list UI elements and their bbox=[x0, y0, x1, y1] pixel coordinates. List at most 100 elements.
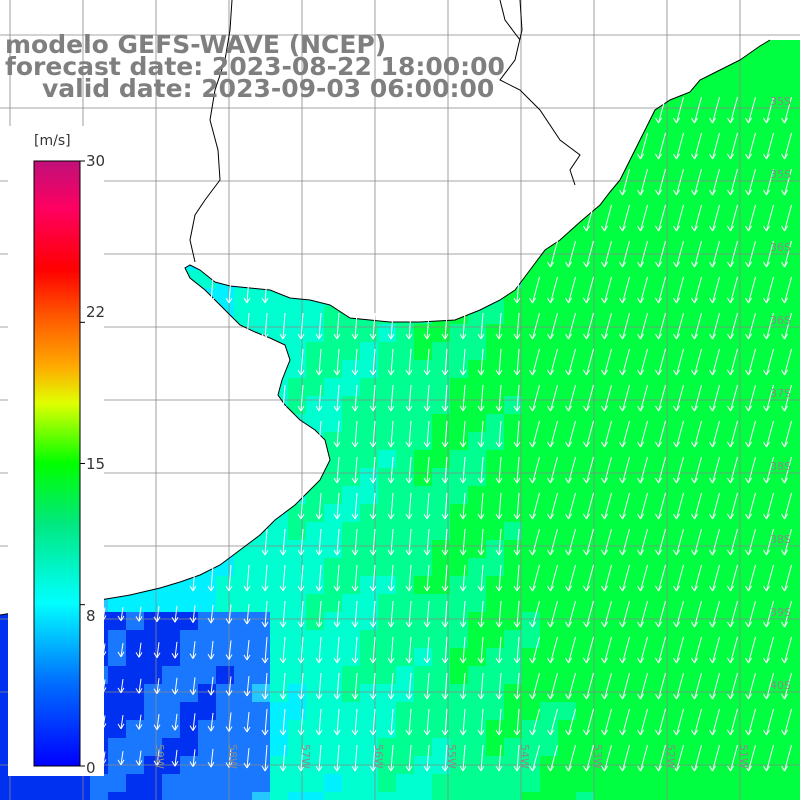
field-cell bbox=[684, 378, 702, 396]
field-cell bbox=[702, 144, 720, 162]
field-cell bbox=[468, 396, 486, 414]
field-cell bbox=[612, 216, 630, 234]
colorbar-gradient bbox=[33, 160, 81, 767]
field-cell bbox=[288, 594, 306, 612]
field-cell bbox=[396, 792, 414, 800]
wind-arrow bbox=[135, 606, 143, 622]
field-cell bbox=[738, 126, 756, 144]
field-cell bbox=[522, 630, 540, 648]
field-cell bbox=[450, 450, 468, 468]
field-cell bbox=[144, 720, 162, 738]
field-cell bbox=[576, 450, 594, 468]
wind-arrow bbox=[513, 528, 521, 556]
colorbar-tick-label: 8 bbox=[86, 607, 96, 625]
wind-arrow bbox=[655, 708, 666, 736]
wind-arrow bbox=[691, 132, 702, 160]
field-cell bbox=[522, 378, 540, 396]
field-cell bbox=[612, 666, 630, 684]
field-cell bbox=[630, 666, 648, 684]
field-cell bbox=[702, 486, 720, 504]
wind-arrow bbox=[351, 744, 359, 772]
field-cell bbox=[468, 432, 486, 450]
field-cell bbox=[324, 504, 342, 522]
field-cell bbox=[18, 792, 36, 800]
wind-arrow bbox=[243, 711, 251, 733]
wind-arrow bbox=[655, 168, 666, 196]
field-cell bbox=[342, 558, 360, 576]
field-cell bbox=[702, 594, 720, 612]
field-cell bbox=[612, 720, 630, 738]
field-cell bbox=[792, 162, 800, 180]
longitude-label: 55W bbox=[445, 744, 458, 769]
field-cell bbox=[288, 648, 306, 666]
wind-arrow bbox=[351, 672, 359, 700]
field-cell bbox=[612, 522, 630, 540]
field-cell bbox=[504, 540, 522, 558]
field-cell bbox=[306, 522, 324, 540]
wind-arrow bbox=[727, 384, 738, 412]
wind-arrow bbox=[279, 528, 287, 556]
field-cell bbox=[594, 486, 612, 504]
field-cell bbox=[144, 594, 162, 612]
wind-arrow bbox=[207, 604, 215, 624]
wind-arrow bbox=[781, 564, 792, 592]
wind-arrow bbox=[763, 492, 774, 520]
field-cell bbox=[756, 360, 774, 378]
field-cell bbox=[252, 594, 270, 612]
wind-arrow bbox=[673, 672, 684, 700]
wind-arrow bbox=[637, 240, 648, 268]
wind-arrow bbox=[745, 384, 756, 412]
wind-arrow bbox=[709, 744, 720, 772]
field-cell bbox=[792, 324, 800, 342]
field-cell bbox=[270, 684, 288, 702]
field-cell bbox=[558, 702, 576, 720]
wind-arrow bbox=[745, 240, 756, 268]
field-cell bbox=[306, 738, 324, 756]
wind-arrow bbox=[369, 636, 377, 664]
wind-arrow bbox=[637, 384, 648, 412]
field-cell bbox=[342, 774, 360, 792]
field-cell bbox=[252, 630, 270, 648]
field-cell bbox=[648, 648, 666, 666]
field-cell bbox=[378, 774, 396, 792]
wind-arrow bbox=[709, 204, 720, 232]
field-cell bbox=[522, 720, 540, 738]
wind-arrow bbox=[691, 528, 702, 556]
field-cell bbox=[666, 144, 684, 162]
wind-arrow bbox=[189, 605, 197, 623]
field-cell bbox=[432, 432, 450, 450]
field-cell bbox=[288, 360, 306, 378]
wind-arrow bbox=[441, 348, 449, 376]
field-cell bbox=[684, 522, 702, 540]
field-cell bbox=[396, 666, 414, 684]
field-cell bbox=[684, 666, 702, 684]
field-cell bbox=[162, 594, 180, 612]
field-cell bbox=[450, 486, 468, 504]
field-cell bbox=[342, 576, 360, 594]
field-cell bbox=[648, 414, 666, 432]
field-cell bbox=[630, 270, 648, 288]
field-cell bbox=[270, 666, 288, 684]
field-cell bbox=[504, 522, 522, 540]
field-cell bbox=[702, 288, 720, 306]
latitude-label: 35S bbox=[770, 168, 791, 181]
wind-arrow bbox=[495, 564, 503, 592]
field-cell bbox=[738, 252, 756, 270]
field-cell bbox=[612, 702, 630, 720]
field-cell bbox=[738, 630, 756, 648]
wind-arrow bbox=[333, 744, 341, 772]
wind-arrow bbox=[297, 636, 305, 664]
field-cell bbox=[288, 774, 306, 792]
field-cell bbox=[648, 468, 666, 486]
field-cell bbox=[792, 306, 800, 324]
wind-arrow bbox=[153, 642, 161, 659]
field-cell bbox=[594, 306, 612, 324]
wind-arrow bbox=[745, 708, 756, 736]
wind-arrow bbox=[243, 603, 251, 625]
field-cell bbox=[522, 540, 540, 558]
field-cell bbox=[396, 738, 414, 756]
field-cell bbox=[324, 558, 342, 576]
wind-arrow bbox=[261, 276, 269, 304]
field-cell bbox=[756, 630, 774, 648]
field-cell bbox=[378, 738, 396, 756]
